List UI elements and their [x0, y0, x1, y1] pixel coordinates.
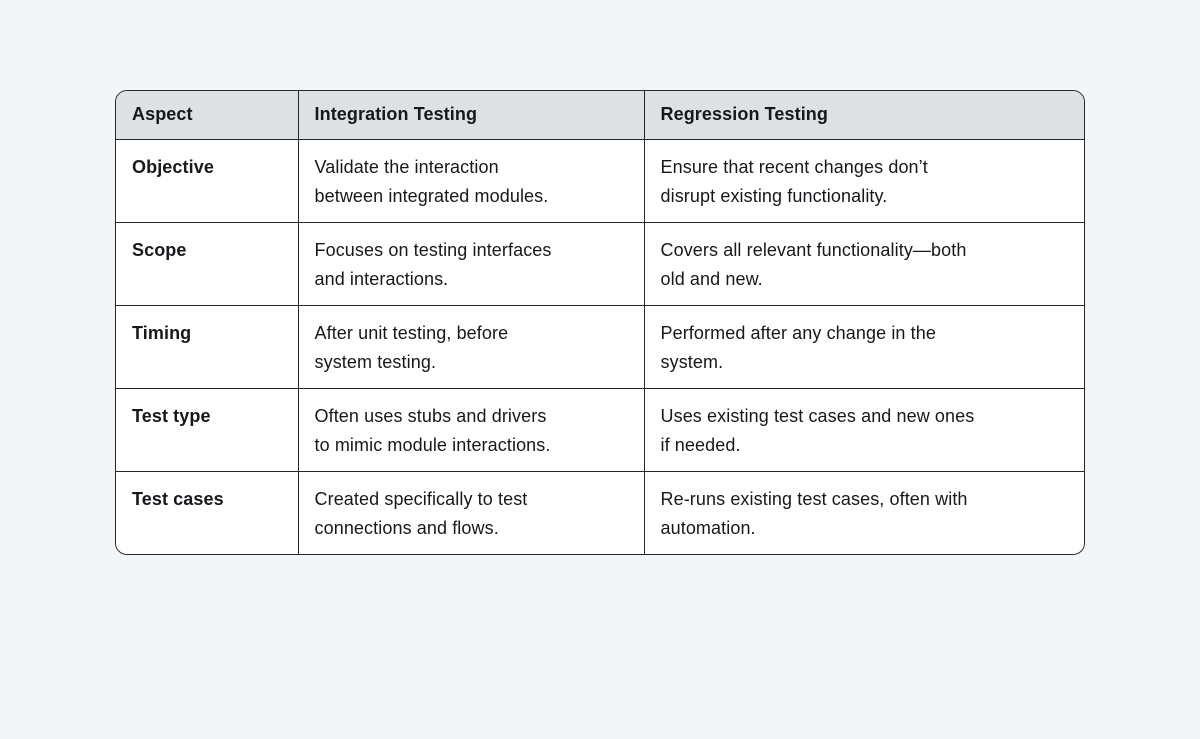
table-row-scope: Scope Focuses on testing interfaces and … — [116, 222, 1084, 306]
row-label: Scope — [116, 222, 299, 306]
table-row-test-cases: Test cases Created specifically to test … — [116, 471, 1084, 554]
table-row-test-type: Test type Often uses stubs and drivers t… — [116, 388, 1084, 472]
row-label: Timing — [116, 305, 299, 389]
column-header-aspect: Aspect — [116, 91, 299, 140]
table-header-row: Aspect Integration Testing Regression Te… — [116, 91, 1084, 140]
cell-regression: Re-runs existing test cases, often with … — [644, 471, 1084, 554]
cell-integration: Often uses stubs and drivers to mimic mo… — [298, 388, 645, 472]
cell-integration: Created specifically to test connections… — [298, 471, 645, 554]
row-label: Test type — [116, 388, 299, 472]
cell-integration: After unit testing, before system testin… — [298, 305, 645, 389]
cell-regression: Uses existing test cases and new ones if… — [644, 388, 1084, 472]
comparison-table: Aspect Integration Testing Regression Te… — [115, 90, 1085, 555]
column-header-regression-testing: Regression Testing — [644, 91, 1084, 140]
cell-integration: Validate the interaction between integra… — [298, 139, 645, 223]
table-row-timing: Timing After unit testing, before system… — [116, 305, 1084, 389]
cell-regression: Covers all relevant functionality—both o… — [644, 222, 1084, 306]
cell-regression: Performed after any change in the system… — [644, 305, 1084, 389]
cell-regression: Ensure that recent changes don’t disrupt… — [644, 139, 1084, 223]
row-label: Test cases — [116, 471, 299, 554]
table-row-objective: Objective Validate the interaction betwe… — [116, 139, 1084, 223]
cell-integration: Focuses on testing interfaces and intera… — [298, 222, 645, 306]
testing-comparison-table: Aspect Integration Testing Regression Te… — [116, 91, 1084, 554]
column-header-integration-testing: Integration Testing — [298, 91, 645, 140]
row-label: Objective — [116, 139, 299, 223]
